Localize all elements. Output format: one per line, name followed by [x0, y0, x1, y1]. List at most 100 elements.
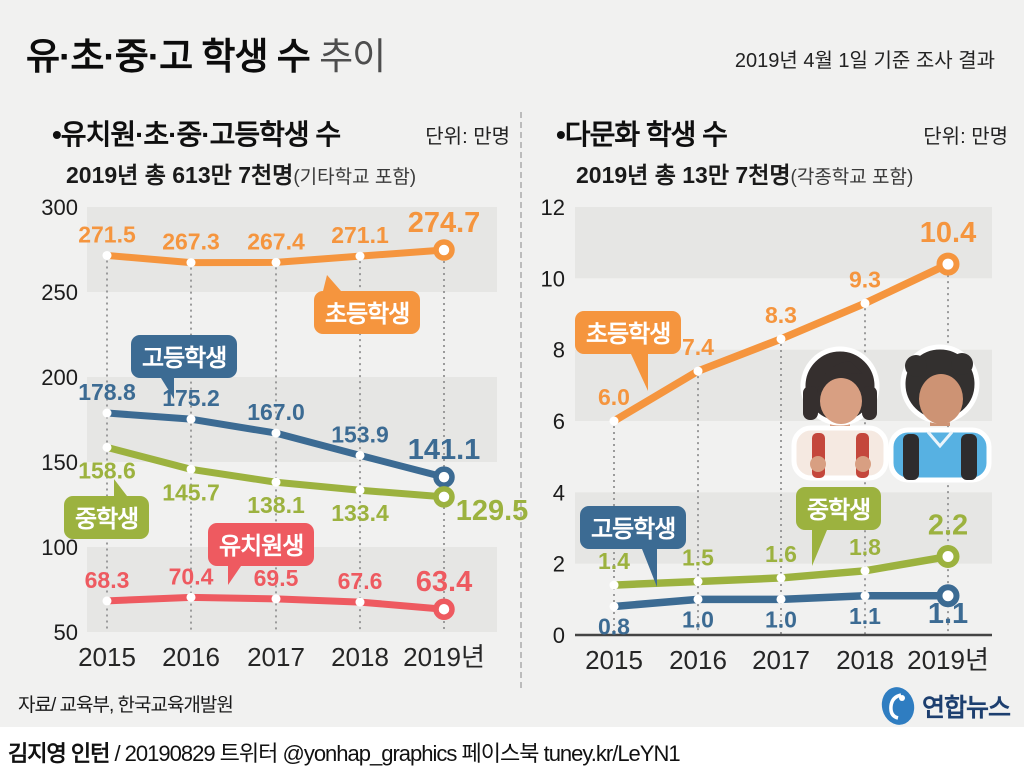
point-marker: [271, 594, 281, 604]
point-marker: [609, 580, 619, 590]
point-marker-final: [936, 545, 960, 569]
point-marker: [860, 298, 870, 308]
point-marker: [355, 597, 365, 607]
value-label: 9.3: [849, 266, 881, 292]
x-tick-label: 2019년: [403, 642, 485, 672]
value-label: 67.6: [338, 568, 383, 594]
point-marker: [271, 477, 281, 487]
y-tick-label: 4: [553, 480, 565, 505]
point-marker: [693, 577, 703, 586]
point-marker: [102, 442, 112, 452]
x-tick-label: 2016: [162, 642, 220, 672]
point-marker: [609, 416, 619, 426]
left-chart-unit-label: 단위: 만명: [425, 126, 510, 148]
value-label: 1.8: [849, 534, 881, 560]
point-marker: [860, 566, 870, 576]
y-tick-label: 8: [553, 338, 565, 363]
series-label-elementary-right: 초등학생: [575, 311, 682, 391]
left-chart-subtitle-total: 2019년 총 613만 7천명: [66, 162, 294, 188]
point-marker: [186, 258, 196, 268]
y-tick-label: 200: [41, 365, 78, 390]
point-marker: [860, 591, 870, 601]
left-chart-title: •유치원·초·중·고등학생 수: [52, 119, 341, 150]
right-chart-unit-label: 단위: 만명: [923, 126, 1008, 148]
credit-contacts: / 20190829 트위터 @yonhap_graphics 페이스북 tun…: [109, 741, 680, 766]
point-marker: [102, 250, 112, 260]
series-label-highschool-right: 고등학생: [580, 506, 687, 587]
value-label: 1.1: [849, 603, 881, 629]
series-label-middleschool-left: 중학생: [64, 479, 150, 539]
boy-student-illustration: [888, 344, 992, 483]
value-label: 1.4: [598, 548, 630, 574]
right-chart-subtitle-total: 2019년 총 13만 7천명: [576, 162, 791, 188]
point-marker: [102, 596, 112, 606]
x-tick-label: 2016: [669, 645, 727, 675]
point-marker-final: [936, 252, 960, 276]
value-label: 167.0: [247, 399, 305, 425]
right-chart-title: •다문화 학생 수: [556, 119, 728, 150]
value-label: 1.0: [682, 606, 714, 632]
value-label: 10.4: [920, 217, 976, 249]
point-marker-final: [936, 584, 960, 608]
y-tick-label: 12: [541, 195, 565, 220]
left-chart-subtitle-note: (기타학교 포함): [293, 167, 417, 188]
page-title-suffix: 추이: [309, 36, 386, 77]
value-label: 1.0: [765, 606, 797, 632]
point-marker: [355, 450, 365, 460]
y-tick-label: 6: [553, 409, 565, 434]
value-label: 267.4: [247, 228, 305, 254]
point-marker: [102, 408, 112, 418]
value-label: 70.4: [169, 563, 214, 589]
yonhap-logo-text: 연합뉴스: [921, 694, 1011, 722]
panel-divider: [520, 112, 522, 688]
value-label: 1.1: [928, 598, 968, 630]
value-label: 129.5: [456, 495, 529, 527]
yonhap-logo: 연합뉴스: [878, 686, 1011, 726]
value-label: 7.4: [682, 334, 714, 360]
value-label: 145.7: [162, 479, 220, 505]
value-label: 267.3: [162, 229, 220, 255]
point-marker: [271, 257, 281, 267]
value-label: 153.9: [331, 421, 389, 447]
y-tick-label: 150: [41, 450, 78, 475]
point-marker-final: [433, 239, 455, 261]
student-illustrations: [791, 344, 992, 483]
value-label: 69.5: [254, 565, 299, 591]
left-chart-subtitle: 2019년 총 613만 7천명(기타학교 포함): [66, 156, 416, 190]
series-label-elementary-left: 초등학생: [314, 275, 421, 334]
y-tick-label: 100: [41, 535, 78, 560]
value-label: 68.3: [85, 567, 130, 593]
point-marker: [186, 464, 196, 474]
value-label: 63.4: [416, 566, 472, 598]
data-source-note: 자료/ 교육부, 한국교육개발원: [18, 695, 234, 716]
value-label: 141.1: [408, 434, 481, 466]
plot-band: [575, 207, 992, 279]
point-marker-final: [433, 486, 455, 508]
credit-author: 김지영 인턴: [8, 741, 110, 766]
page-title: 유·초·중·고 학생 수 추이: [26, 26, 386, 80]
x-tick-label: 2018: [836, 645, 894, 675]
value-label: 6.0: [598, 384, 630, 410]
point-marker: [186, 414, 196, 424]
x-tick-label: 2018: [331, 642, 389, 672]
point-marker: [693, 366, 703, 376]
y-tick-label: 2: [553, 552, 565, 577]
x-tick-label: 2015: [78, 642, 136, 672]
survey-date-note: 2019년 4월 1일 기준 조사 결과: [734, 50, 995, 72]
right-chart-subtitle: 2019년 총 13만 7천명(각종학교 포함): [576, 156, 913, 190]
point-marker: [609, 601, 619, 611]
point-marker-final: [433, 466, 455, 488]
y-tick-label: 10: [541, 266, 565, 291]
series-label-middleschool-right: 중학생: [796, 487, 882, 566]
value-label: 178.8: [78, 379, 136, 405]
point-marker: [776, 573, 786, 583]
y-tick-label: 50: [54, 620, 78, 645]
y-tick-label: 250: [41, 280, 78, 305]
point-marker: [355, 485, 365, 495]
y-tick-label: 300: [41, 195, 78, 220]
x-tick-label: 2019년: [907, 645, 989, 675]
point-marker: [186, 592, 196, 602]
x-tick-label: 2017: [247, 642, 305, 672]
x-tick-label: 2017: [752, 645, 810, 675]
page-title-main: 유·초·중·고 학생 수: [26, 36, 311, 77]
